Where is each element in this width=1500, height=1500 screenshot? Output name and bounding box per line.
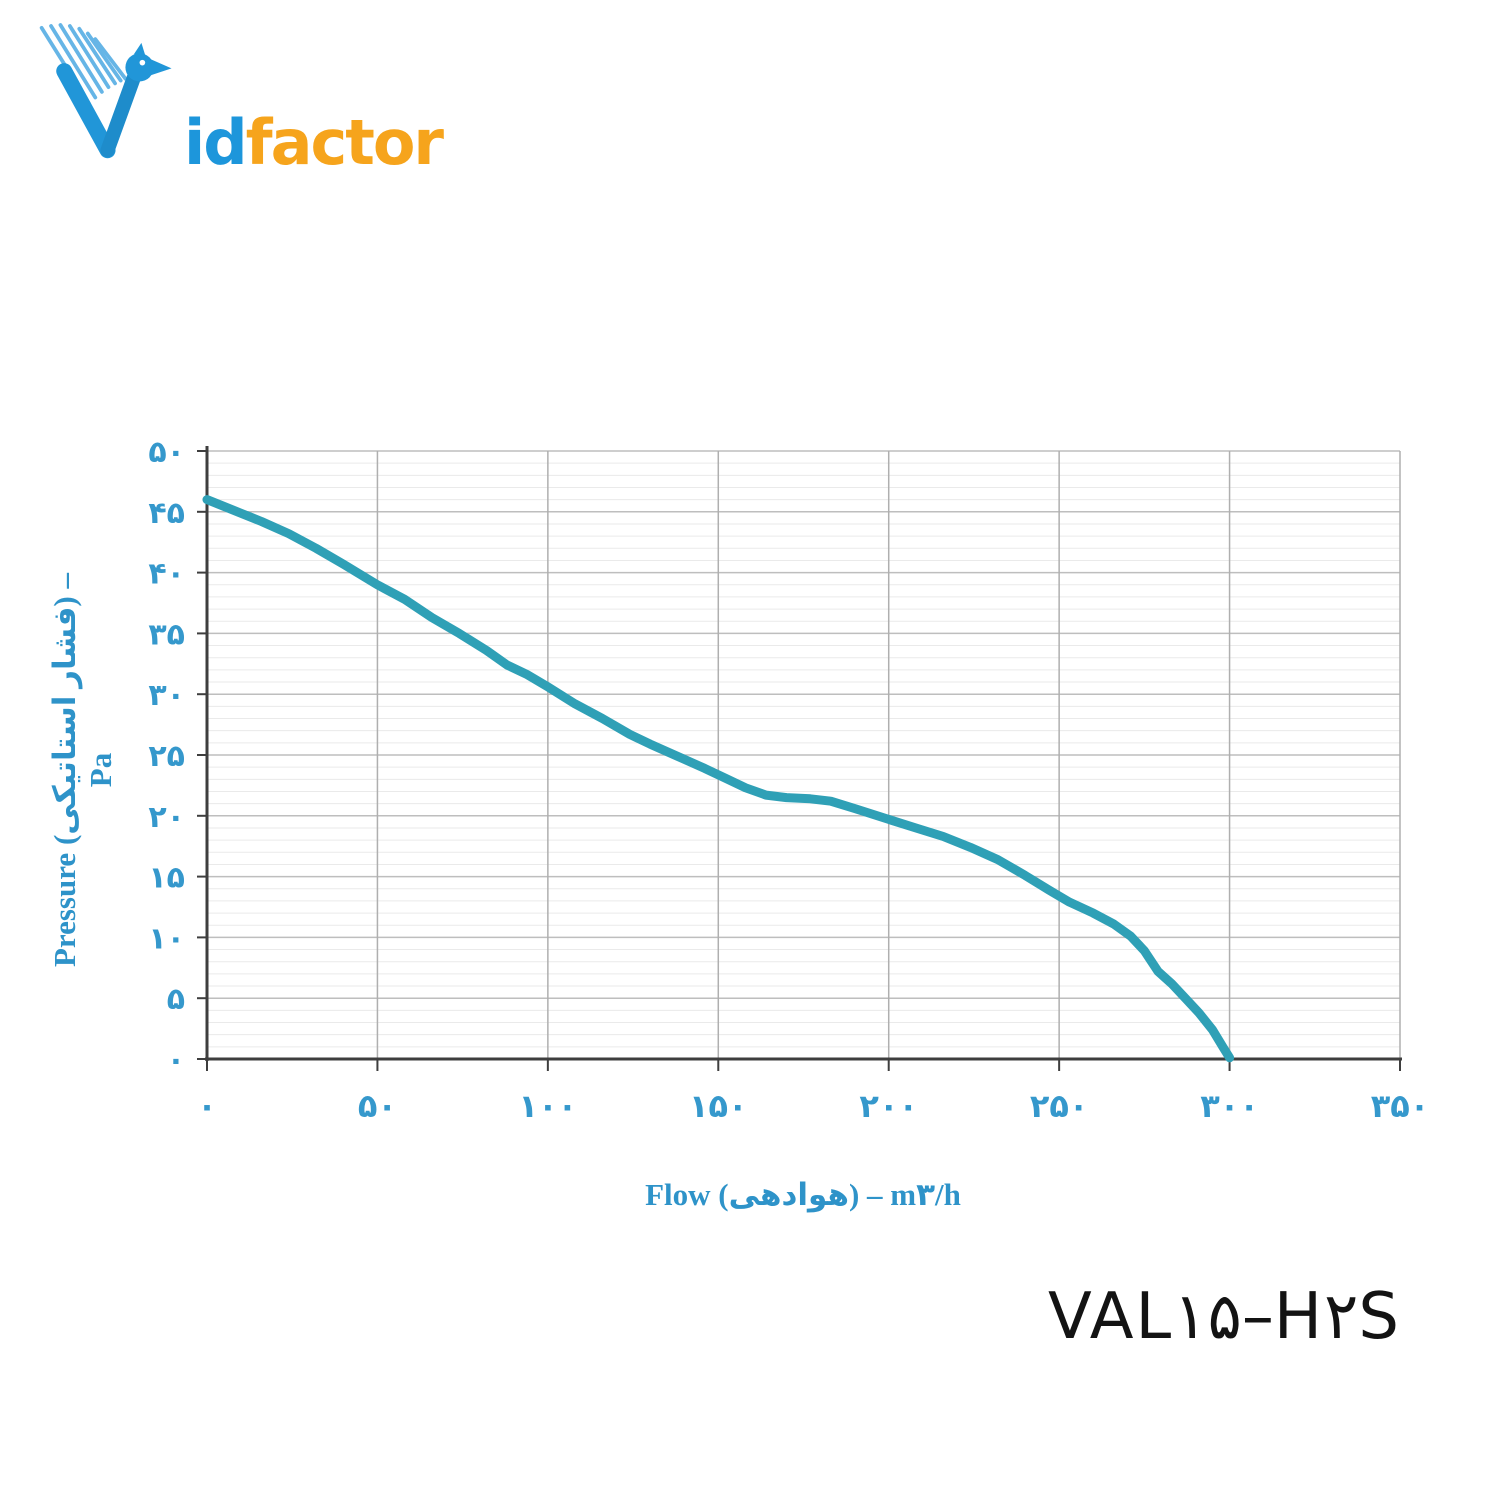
- x-tick-label: ۱۰۰: [519, 1087, 578, 1125]
- y-tick-label: ۱۵: [148, 861, 185, 896]
- performance-curve: [202, 495, 1235, 1063]
- y-tick-label: ۳۰: [148, 678, 185, 713]
- logo-text-id: id: [184, 106, 248, 179]
- x-tick-label: ۰: [197, 1087, 217, 1125]
- y-tick-label: ۰: [167, 1043, 185, 1078]
- bird-v-icon: [39, 23, 172, 159]
- model-name-label: VAL۱۵–H۲S: [1048, 1280, 1401, 1354]
- y-tick-label: ۵: [167, 982, 185, 1017]
- x-axis-title: Flow (هوادهی) – m۳/h: [645, 1177, 961, 1212]
- y-tick-label: ۲۵: [148, 739, 185, 774]
- y-tick-label: ۴۵: [148, 496, 185, 531]
- x-tick-label: ۳۰۰: [1200, 1087, 1259, 1125]
- y-tick-label: ۴۰: [148, 557, 185, 592]
- logo-text-factor: factor: [245, 106, 444, 179]
- y-tick-label: ۵۰: [148, 435, 185, 470]
- vidfactor-logo: idfactor: [36, 20, 456, 190]
- y-tick-label: ۱۰: [148, 921, 185, 956]
- y-tick-label: ۳۵: [148, 617, 185, 652]
- logo-wordmark: idfactor: [184, 112, 444, 174]
- y-axis-title: Pressure (فشار استاتیکی) – Pa: [47, 572, 118, 968]
- x-tick-label: ۵۰: [358, 1087, 397, 1125]
- y-tick-label: ۲۰: [148, 800, 185, 835]
- x-tick-label: ۲۰۰: [859, 1087, 918, 1125]
- x-tick-label: ۲۵۰: [1030, 1087, 1089, 1125]
- x-tick-label: ۳۵۰: [1371, 1087, 1430, 1125]
- x-tick-label: ۱۵۰: [689, 1087, 748, 1125]
